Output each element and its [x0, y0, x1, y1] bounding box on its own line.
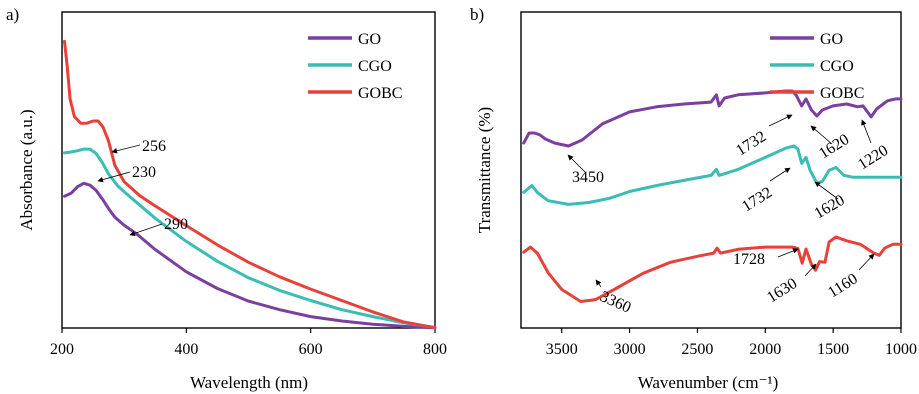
annotation-1620-go: 1620 [816, 131, 852, 162]
panel-b-tick-label-3500: 3500 [546, 341, 578, 358]
annotation-1732-cgo: 1732 [739, 184, 775, 215]
annotation-arrow-230 [97, 171, 131, 183]
annotation-1220: 1220 [855, 142, 891, 173]
annotation-arrow-1732-go [768, 114, 793, 127]
annotation-256: 256 [142, 138, 166, 155]
panel-b-tick-label-2000: 2000 [749, 341, 781, 358]
annotation-1732-go: 1732 [733, 128, 769, 159]
panel-a-tick-label-200: 200 [50, 341, 74, 358]
annotation-arrow-256 [111, 144, 141, 154]
panel-b-y-axis-title: Transmittance (%) [475, 107, 494, 233]
panel-b-legend: GO CGO GOBC [770, 31, 864, 102]
annotation-1160: 1160 [825, 270, 861, 301]
annotation-arrow-290 [129, 223, 163, 237]
panel-a-annotations: 256 230 290 [97, 138, 188, 237]
panel-b-plot-frame [520, 11, 902, 329]
panel-a-legend-label-go: GO [358, 31, 381, 48]
annotation-arrow-1630 [804, 263, 817, 277]
panel-b-x-axis-title: Wavenumber (cm⁻¹) [638, 373, 779, 392]
panel-a-label: a) [6, 5, 19, 24]
panel-a-series-go [63, 181, 437, 330]
panel-a-series-gobc [63, 39, 437, 330]
panel-b-tick-label-1500: 1500 [817, 341, 849, 358]
panel-b-series-cgo [522, 144, 903, 206]
annotation-3360: 3360 [597, 288, 633, 317]
panel-a-legend-label-cgo: CGO [358, 58, 392, 75]
annotation-arrow-1728 [777, 248, 799, 258]
annotation-arrow-3450 [567, 154, 586, 173]
annotation-1620-cgo: 1620 [812, 192, 848, 223]
annotation-arrow-1620-go [810, 125, 833, 145]
panel-a-series-cgo [63, 147, 437, 329]
panel-b-ftir: b) Transmittance (%) Wavenumber (cm⁻¹) 3… [470, 5, 917, 392]
panel-b-tick-label-2500: 2500 [681, 341, 713, 358]
panel-a-y-axis-title: Absorbance (a.u.) [17, 109, 36, 230]
annotation-arrow-1620-cgo [814, 181, 839, 200]
annotation-230: 230 [132, 164, 156, 181]
panel-a-legend: GO CGO GOBC [308, 31, 402, 102]
panel-b-annotations: 3450 1732 1620 1220 1732 1620 3360 1728 … [567, 114, 891, 317]
panel-a-x-axis-title: Wavelength (nm) [190, 373, 308, 392]
panel-b-series-gobc [522, 235, 903, 303]
panel-b-legend-label-gobc: GOBC [820, 85, 864, 102]
annotation-1728: 1728 [733, 251, 765, 268]
panel-b-x-ticks: 3500 3000 2500 2000 1500 1000 [546, 328, 917, 358]
annotation-290: 290 [164, 216, 188, 233]
panel-a-series [63, 39, 437, 330]
annotation-arrow-3360 [595, 279, 602, 288]
annotation-arrow-1160 [858, 253, 875, 271]
annotation-arrow-1220 [861, 119, 872, 144]
panel-a-tick-label-600: 600 [299, 341, 323, 358]
annotation-1630: 1630 [764, 275, 800, 306]
panel-b-legend-label-go: GO [820, 31, 843, 48]
panel-a-legend-label-gobc: GOBC [358, 85, 402, 102]
panel-b-label: b) [470, 5, 484, 24]
annotation-3450: 3450 [572, 169, 604, 186]
panel-b-tick-label-3000: 3000 [614, 341, 646, 358]
panel-b-series [522, 89, 903, 303]
panel-a-tick-label-400: 400 [174, 341, 198, 358]
panel-b-series-go [522, 89, 903, 148]
panel-a-plot-frame [61, 11, 436, 329]
panel-a-tick-label-800: 800 [423, 341, 447, 358]
panel-b-tick-label-1000: 1000 [885, 341, 917, 358]
annotation-arrow-1732-cgo [769, 167, 791, 182]
panel-b-legend-label-cgo: CGO [820, 58, 854, 75]
panel-a-uv-vis: a) Absorbance (a.u.) Wavelength (nm) 200… [6, 5, 447, 392]
panel-a-x-ticks: 200 400 600 800 [50, 328, 447, 358]
